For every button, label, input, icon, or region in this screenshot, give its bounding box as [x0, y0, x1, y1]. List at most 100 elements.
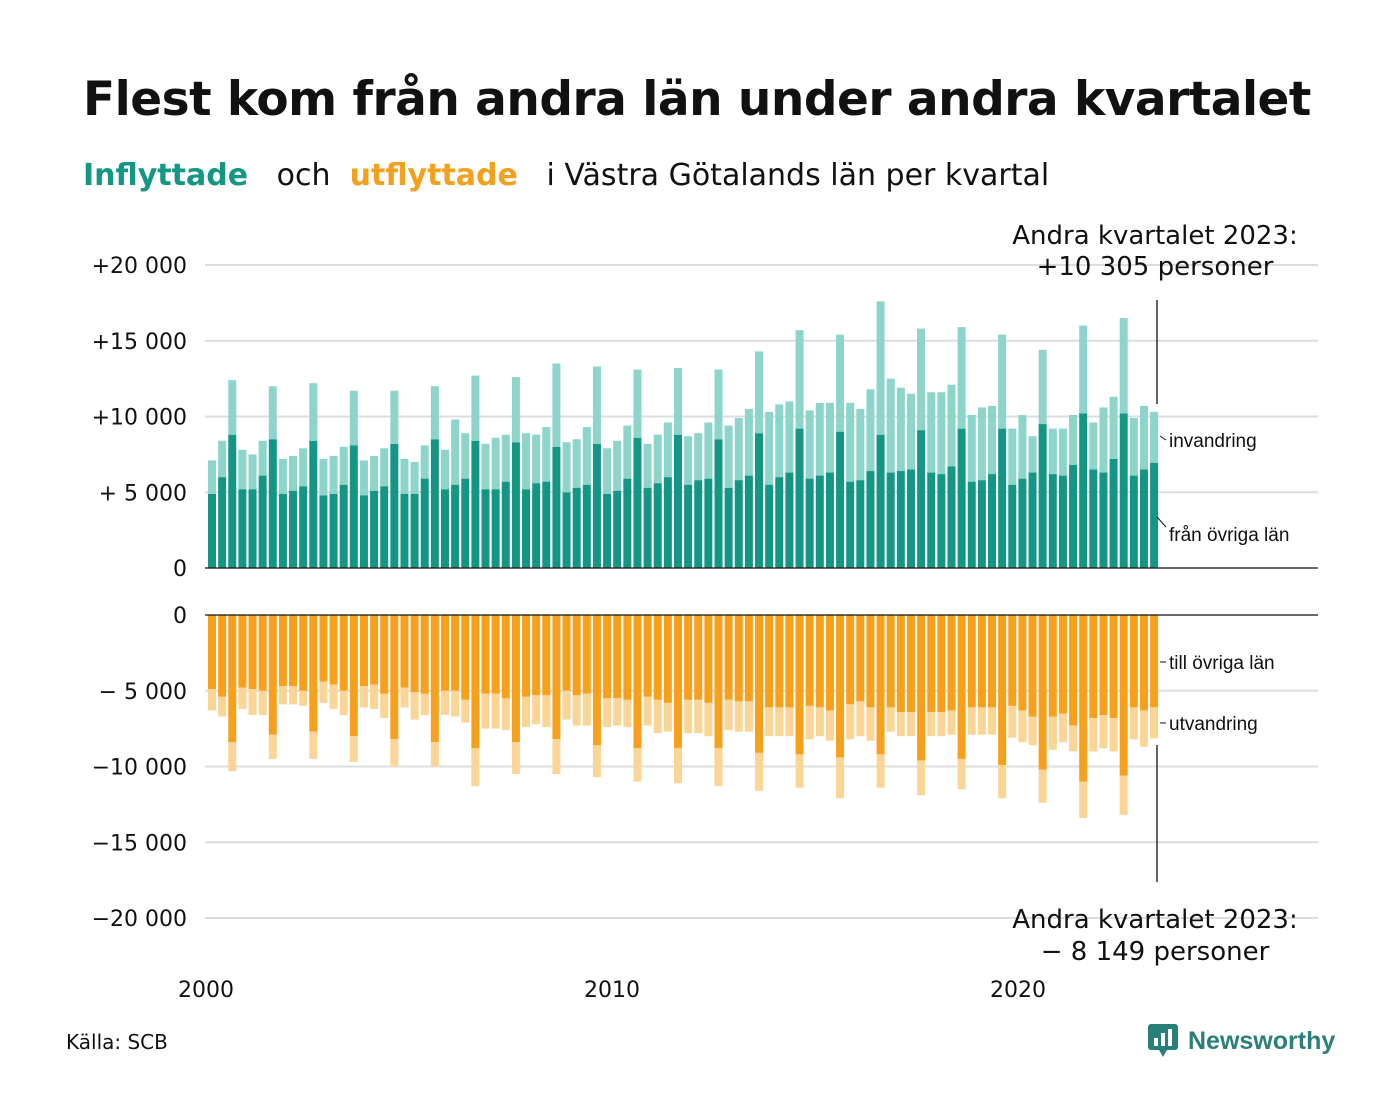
bar-in-immigration [552, 363, 561, 447]
bar-out-domestic [1139, 615, 1148, 711]
bar-in-immigration [562, 442, 571, 493]
bar-in-immigration [359, 460, 368, 496]
bar-out-domestic [906, 615, 915, 712]
bar-out-domestic [785, 615, 794, 708]
bar-in-domestic [349, 445, 358, 568]
bar-out-domestic [1028, 615, 1037, 717]
bar-in-domestic [258, 475, 267, 568]
bar-out-emigration [673, 748, 682, 784]
bar-out-domestic [380, 615, 389, 694]
bar-out-domestic [299, 615, 308, 691]
bar-in-domestic [522, 489, 531, 568]
bar-in-domestic [917, 430, 926, 568]
bar-in-domestic [673, 434, 682, 568]
bar-out-emigration [299, 690, 308, 706]
bar-in-immigration [400, 458, 409, 494]
bar-in-immigration [461, 433, 470, 479]
bar-in-immigration [1150, 411, 1159, 463]
bar-out-domestic [704, 615, 713, 703]
bar-out-emigration [765, 707, 774, 737]
bar-in-immigration [967, 414, 976, 482]
bar-in-immigration [319, 458, 328, 496]
bar-in-domestic [532, 483, 541, 568]
bar-in-domestic [1058, 475, 1067, 568]
bar-out-emigration [876, 754, 885, 788]
bar-in-domestic [1028, 472, 1037, 568]
bar-in-domestic [1129, 475, 1138, 568]
bar-out-domestic [653, 615, 662, 700]
bar-in-immigration [744, 408, 753, 476]
bar-out-emigration [522, 696, 531, 728]
bar-in-immigration [613, 440, 622, 491]
bar-in-immigration [380, 448, 389, 487]
bar-out-domestic [339, 615, 348, 691]
bar-out-domestic [988, 615, 997, 708]
bar-in-domestic [370, 490, 379, 568]
bar-in-domestic [755, 433, 764, 568]
bar-out-emigration [552, 739, 561, 775]
bar-in-domestic [451, 484, 460, 568]
bar-out-emigration [248, 689, 257, 715]
bar-in-immigration [329, 455, 338, 494]
bar-in-domestic [623, 478, 632, 568]
x-tick-label: 2010 [584, 978, 640, 1003]
bar-out-domestic [268, 615, 277, 735]
bar-in-domestic [430, 439, 439, 568]
bar-in-immigration [815, 402, 824, 476]
bar-out-emigration [258, 690, 267, 715]
bar-out-domestic [1079, 615, 1088, 782]
subtitle-and-word: och [276, 158, 331, 193]
bar-out-emigration [1069, 725, 1078, 752]
chart-subtitle: Inflyttade och utflyttade i Västra Götal… [83, 158, 1049, 193]
bar-out-emigration [623, 699, 632, 728]
bar-in-domestic [896, 471, 905, 568]
bar-in-immigration [278, 458, 287, 494]
bar-in-domestic [694, 480, 703, 568]
bar-in-immigration [1008, 428, 1017, 485]
bottom-y-tick-label: −15 000 [92, 831, 187, 856]
bar-out-emigration [917, 760, 926, 796]
bar-in-domestic [1008, 484, 1017, 568]
bar-out-emigration [1099, 714, 1108, 749]
bar-in-immigration [1119, 318, 1128, 414]
bar-in-domestic [238, 489, 247, 568]
bar-in-immigration [289, 455, 298, 491]
bar-in-immigration [633, 369, 642, 438]
bar-in-domestic [562, 492, 571, 568]
bar-in-domestic [906, 469, 915, 568]
bar-in-immigration [1079, 325, 1088, 414]
annotation-top-line1: Andra kvartalet 2023: [1012, 221, 1297, 251]
bar-out-domestic [248, 615, 257, 690]
bar-out-emigration [663, 702, 672, 732]
bar-in-immigration [886, 378, 895, 473]
bar-in-immigration [542, 427, 551, 482]
bar-in-immigration [1069, 414, 1078, 465]
bottom-y-tick-label: −20 000 [92, 907, 187, 932]
bar-in-immigration [856, 408, 865, 481]
bar-in-immigration [258, 440, 267, 476]
bar-out-emigration [906, 711, 915, 737]
bar-in-immigration [238, 449, 247, 490]
bar-out-emigration [805, 705, 814, 740]
bar-out-emigration [856, 701, 865, 737]
bar-out-domestic [420, 615, 429, 694]
bar-in-domestic [400, 493, 409, 568]
bar-in-domestic [461, 478, 470, 568]
bar-in-domestic [805, 478, 814, 568]
bar-out-domestic [1008, 615, 1017, 706]
bar-in-domestic [795, 428, 804, 568]
bar-out-emigration [451, 690, 460, 717]
bar-in-immigration [1089, 422, 1098, 470]
bar-in-domestic [643, 487, 652, 568]
bar-out-emigration [562, 690, 571, 720]
bar-in-domestic [1139, 469, 1148, 568]
bar-out-domestic [522, 615, 531, 697]
bar-in-domestic [775, 477, 784, 568]
bar-out-domestic [967, 615, 976, 708]
bar-out-domestic [592, 615, 601, 746]
bar-in-domestic [390, 443, 399, 568]
bar-out-emigration [359, 686, 368, 708]
bar-in-immigration [825, 402, 834, 473]
bar-in-immigration [228, 380, 237, 435]
